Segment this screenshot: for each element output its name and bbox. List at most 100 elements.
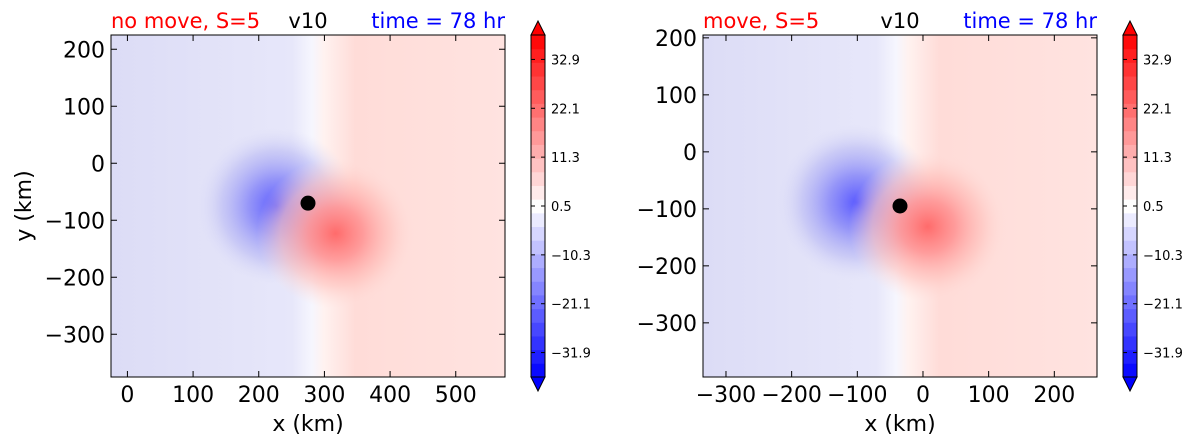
colorbar-segment	[531, 335, 545, 351]
colorbar-segment	[531, 171, 545, 186]
colorbar-segment	[1123, 62, 1137, 77]
colorbar-segment	[1123, 335, 1137, 351]
colorbar-segment	[531, 62, 545, 77]
x-tick-label: 200	[238, 383, 280, 408]
panel-title-right: time = 78 hr	[371, 9, 505, 33]
colorbar-segment	[531, 158, 545, 173]
colorbar-segment	[1123, 281, 1137, 296]
y-tick-label: 0	[683, 141, 697, 166]
colorbar-segment	[531, 226, 545, 241]
panel-title-center: v10	[880, 9, 919, 33]
x-tick-label: 200	[1033, 383, 1075, 408]
x-tick-label: 400	[369, 383, 411, 408]
colorbar-segment	[1123, 212, 1137, 228]
colorbar-tick-label: −21.1	[551, 298, 591, 313]
colorbar-tick-label: −10.3	[1143, 249, 1183, 264]
x-tick-label: 300	[303, 383, 345, 408]
panel-title-left: move, S=5	[703, 9, 819, 33]
colorbar-tick-label: 22.1	[551, 102, 580, 117]
panel-title-right: time = 78 hr	[963, 9, 1097, 33]
colorbar: 32.9 22.1 11.3 0.5 −10.3 −21.1 −31.9	[530, 19, 591, 393]
colorbar-segment	[531, 130, 545, 145]
colorbar-segment	[531, 349, 545, 364]
y-tick-label: 200	[655, 27, 697, 52]
colorbar-segment	[1123, 76, 1137, 91]
colorbar-segment	[531, 185, 545, 200]
heatmap-plot-area	[703, 35, 1097, 377]
colorbar-tick-label: −21.1	[1143, 298, 1183, 313]
colorbar-tick-label: −10.3	[551, 249, 591, 264]
x-tick-label: −300	[696, 383, 756, 408]
colorbar-segment	[531, 240, 545, 255]
x-tick-label: −200	[761, 383, 821, 408]
y-tick-label: −200	[637, 255, 697, 280]
colorbar-segment	[531, 89, 545, 104]
colorbar-segment	[531, 281, 545, 296]
colorbar-segment	[1123, 130, 1137, 145]
colorbar-segment	[531, 267, 545, 282]
colorbar-segment	[1123, 349, 1137, 364]
colorbar-tick-label: 11.3	[1143, 151, 1172, 166]
colorbar-segment	[531, 117, 545, 132]
x-tick-label: −100	[827, 383, 887, 408]
colorbar-segment	[1123, 158, 1137, 173]
storm-center-marker	[300, 195, 316, 211]
plot-frame	[702, 34, 1098, 378]
storm-center-marker	[892, 198, 908, 214]
colorbar-segment	[1123, 253, 1137, 269]
panel-title-center: v10	[288, 9, 327, 33]
x-tick-label: 0	[916, 383, 930, 408]
plot-frame	[110, 34, 506, 378]
colorbar-segment	[1123, 363, 1137, 378]
colorbar-segment	[1123, 199, 1137, 214]
colorbar-tick-label: 32.9	[1143, 53, 1172, 68]
colorbar-extend-min	[530, 376, 546, 393]
panel-no-move: no move, S=5 v10 time = 78 hr 0 100 200 300…	[12, 9, 591, 437]
colorbar-segment	[531, 363, 545, 378]
colorbar-segment	[1123, 294, 1137, 310]
y-tick-label: −300	[45, 323, 105, 348]
colorbar-tick-label: 22.1	[1143, 102, 1172, 117]
colorbar-extend-max	[1122, 19, 1138, 36]
colorbar-segment	[1123, 35, 1137, 50]
colorbar-segment	[531, 308, 545, 323]
colorbar-segment	[1123, 48, 1137, 63]
y-tick-label: −300	[637, 312, 697, 337]
colorbar-segment	[531, 144, 545, 159]
x-axis-label: x (km)	[864, 412, 935, 437]
x-tick-label: 100	[968, 383, 1010, 408]
x-axis-label: x (km)	[272, 412, 343, 437]
panel-title-left: no move, S=5	[111, 9, 260, 33]
colorbar-extend-max	[530, 19, 546, 36]
colorbar-segment	[1123, 185, 1137, 200]
colorbar-tick-label: 0.5	[1143, 200, 1164, 215]
colorbar-segment	[531, 322, 545, 337]
colorbar-extend-min	[1122, 376, 1138, 393]
x-tick-label: 0	[120, 383, 134, 408]
heatmap-plot-area	[111, 35, 505, 377]
colorbar-segment	[1123, 226, 1137, 241]
panel-move: move, S=5 v10 time = 78 hr −300 −200 −100 0…	[637, 9, 1183, 437]
colorbar-tick-label: 0.5	[551, 200, 572, 215]
positive-v10-core	[256, 158, 415, 309]
colorbar-segment	[1123, 117, 1137, 132]
colorbar-segment	[1123, 171, 1137, 186]
colorbar: 32.9 22.1 11.3 0.5 −10.3 −21.1 −31.9	[1122, 19, 1183, 393]
y-tick-label: −100	[637, 198, 697, 223]
y-tick-label: 100	[63, 95, 105, 120]
colorbar-segment	[1123, 308, 1137, 323]
colorbar-segment	[531, 294, 545, 310]
x-tick-label: 100	[172, 383, 214, 408]
colorbar-segment	[1123, 240, 1137, 255]
colorbar-segment	[531, 253, 545, 269]
colorbar-segment	[531, 76, 545, 91]
colorbar-segment	[531, 48, 545, 63]
colorbar-tick-label: 11.3	[551, 151, 580, 166]
colorbar-segment	[531, 35, 545, 50]
x-tick-label: 500	[435, 383, 477, 408]
colorbar-segment	[531, 199, 545, 214]
colorbar-segment	[531, 212, 545, 228]
colorbar-segment	[1123, 267, 1137, 282]
colorbar-segment	[1123, 144, 1137, 159]
